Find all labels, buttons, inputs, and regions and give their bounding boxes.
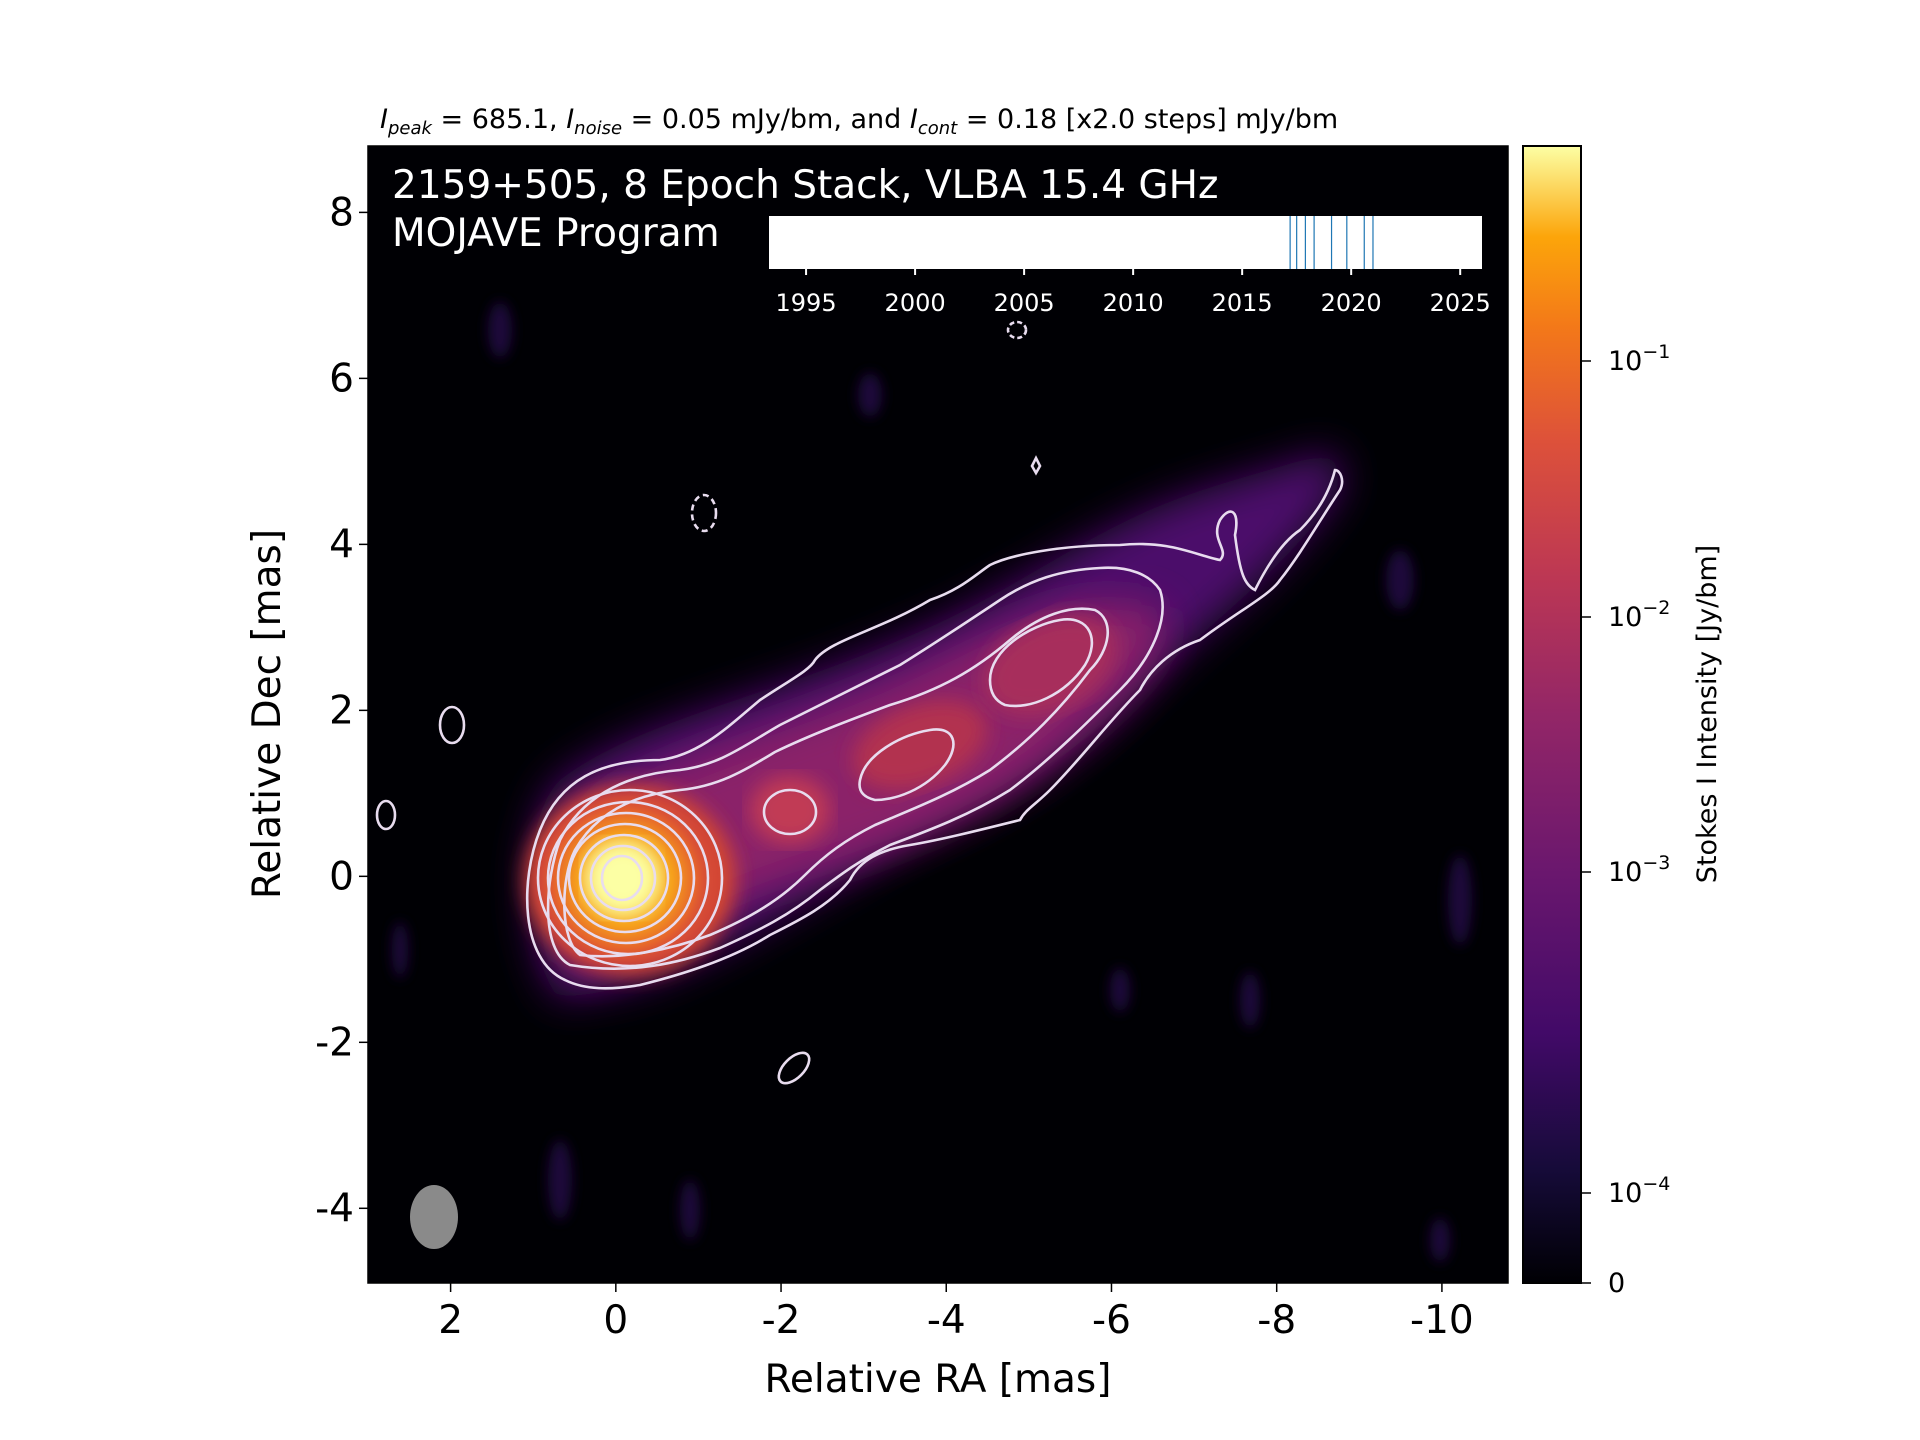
timeline-epochs <box>1289 216 1374 269</box>
x-tick-label: -10 <box>1410 1298 1474 1343</box>
core-peak <box>586 842 658 914</box>
contour-knot-3 <box>988 618 1094 708</box>
colorbar-gradient <box>1522 145 1582 1284</box>
header-stats: Ipeak = 685.1, Inoise = 0.05 mJy/bm, and… <box>380 104 1338 139</box>
colorbar-ticks: 10−1 10−2 10−3 10−4 0 <box>1581 341 1670 1299</box>
contour-negative-2 <box>1006 320 1028 340</box>
noise-blobs <box>392 302 1472 1262</box>
contour-3 <box>563 607 1109 958</box>
colorbar-tick-label: 10−4 <box>1608 1173 1670 1209</box>
colorbar-tick-label: 10−1 <box>1608 341 1670 377</box>
contour-island-1 <box>438 705 466 745</box>
peak-value: 685.1 <box>472 104 549 135</box>
beam-ellipse <box>410 1185 458 1249</box>
x-tick-label: 2 <box>438 1298 463 1343</box>
contour-negative-1 <box>690 493 718 533</box>
timeline-tick-label: 2000 <box>885 289 946 317</box>
contour-core-7 <box>600 854 644 902</box>
x-tick-label: -8 <box>1257 1298 1296 1343</box>
colorbar-tick-label: 10−2 <box>1608 597 1670 633</box>
plot-frame <box>367 145 1509 1284</box>
timeline-tick-label: 2020 <box>1321 289 1382 317</box>
x-tick-label: -6 <box>1092 1298 1131 1343</box>
y-axis-label: Relative Dec [mas] <box>245 529 290 899</box>
y-tick-label: 0 <box>329 854 354 899</box>
y-tick-label: 4 <box>329 522 354 567</box>
contour-outer <box>525 468 1344 990</box>
y-tick-label: 8 <box>329 190 354 235</box>
knot-glow-2 <box>852 700 988 790</box>
y-tick-label: -4 <box>315 1186 354 1231</box>
y-axis-ticks: -4 -2 0 2 4 6 8 <box>315 190 368 1231</box>
cont-value: 0.18 <box>997 104 1057 135</box>
noise-unit: mJy/bm <box>731 104 834 135</box>
contour-core-4 <box>567 822 683 934</box>
x-tick-label: -4 <box>927 1298 966 1343</box>
x-axis-label: Relative RA [mas] <box>765 1357 1112 1402</box>
timeline-box <box>769 216 1482 269</box>
chart-title: 2159+505, 8 Epoch Stack, VLBA 15.4 GHz <box>392 163 1218 208</box>
contour-2 <box>546 566 1164 970</box>
timeline-tick-label: 2005 <box>994 289 1055 317</box>
timeline-tick-label: 2015 <box>1212 289 1273 317</box>
contour-knot-2 <box>858 728 955 802</box>
colorbar-label: Stokes I Intensity [Jy/bm] <box>1692 545 1723 883</box>
timeline-tick-label: 2025 <box>1430 289 1491 317</box>
x-tick-label: -2 <box>762 1298 801 1343</box>
cont-unit: mJy/bm <box>1235 104 1338 135</box>
contour-island-2 <box>375 799 397 831</box>
contour-core-1 <box>536 788 724 968</box>
y-tick-label: 2 <box>329 688 354 733</box>
contour-knot-1 <box>762 788 818 836</box>
epoch-timeline: 1995 2000 2005 2010 2015 2020 2025 <box>769 216 1491 317</box>
colorbar: 10−1 10−2 10−3 10−4 0 Stokes I Intensity [Jy… <box>1522 145 1723 1299</box>
contour-core-6 <box>589 844 657 912</box>
timeline-ticks: 1995 2000 2005 2010 2015 2020 2025 <box>776 269 1491 317</box>
colorbar-tick-label: 10−3 <box>1608 852 1670 888</box>
contour-core-5 <box>578 833 670 923</box>
x-axis-ticks: 2 0 -2 -4 -6 -8 -10 <box>438 1283 1474 1343</box>
contours <box>375 320 1344 1085</box>
chart-subtitle: MOJAVE Program <box>392 211 720 256</box>
timeline-tick-label: 2010 <box>1103 289 1164 317</box>
y-tick-label: -2 <box>315 1020 354 1065</box>
colorbar-tick-label: 0 <box>1608 1268 1625 1299</box>
steps-label: [x2.0 steps] <box>1066 104 1227 135</box>
noise-value: 0.05 <box>662 104 722 135</box>
timeline-tick-label: 1995 <box>776 289 837 317</box>
contour-island-3 <box>777 1051 811 1085</box>
contour-island-4 <box>1030 455 1042 476</box>
y-tick-label: 6 <box>329 356 354 401</box>
contour-core-2 <box>546 800 710 956</box>
contour-core-3 <box>556 811 696 945</box>
x-tick-label: 0 <box>603 1298 628 1343</box>
image-panel: 2159+505, 8 Epoch Stack, VLBA 15.4 GHz M… <box>368 146 1508 1283</box>
